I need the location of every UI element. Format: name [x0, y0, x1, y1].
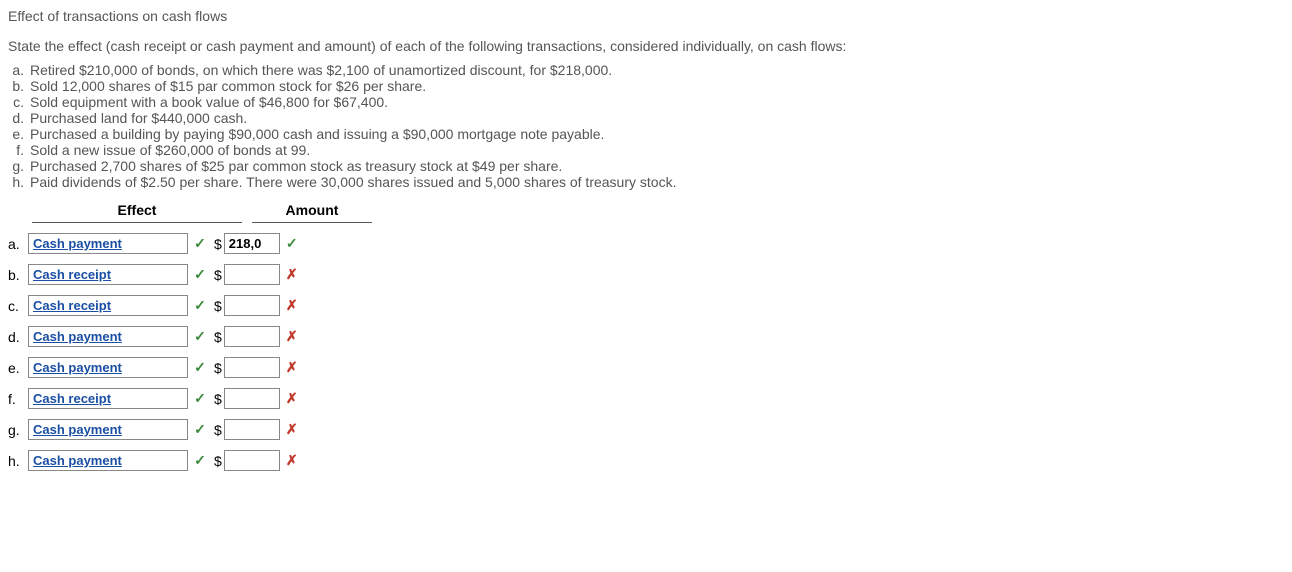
page-title: Effect of transactions on cash flows	[8, 8, 1284, 24]
dollar-sign: $	[214, 298, 222, 314]
effect-select[interactable]: Cash payment	[28, 450, 188, 471]
answer-row: c.Cash receipt✓ $ ✗	[8, 295, 1284, 316]
answer-row: b.Cash receipt✓ $ ✗	[8, 264, 1284, 285]
effect-select[interactable]: Cash payment	[28, 233, 188, 254]
answer-row: d.Cash payment✓ $ ✗	[8, 326, 1284, 347]
dollar-sign: $	[214, 391, 222, 407]
dollar-sign: $	[214, 267, 222, 283]
answer-letter: b.	[8, 267, 28, 283]
answer-letter: d.	[8, 329, 28, 345]
transaction-text: Paid dividends of $2.50 per share. There…	[30, 174, 1284, 190]
cross-icon: ✗	[284, 452, 300, 469]
amount-input[interactable]	[224, 326, 280, 347]
transaction-row: g.Purchased 2,700 shares of $25 par comm…	[8, 158, 1284, 174]
check-icon: ✓	[192, 297, 208, 314]
answer-row: f.Cash receipt✓ $ ✗	[8, 388, 1284, 409]
transaction-letter: e.	[8, 126, 30, 142]
header-effect: Effect	[32, 198, 242, 223]
amount-input[interactable]	[224, 264, 280, 285]
cross-icon: ✗	[284, 297, 300, 314]
effect-select[interactable]: Cash receipt	[28, 295, 188, 316]
check-icon: ✓	[192, 328, 208, 345]
amount-input[interactable]	[224, 295, 280, 316]
answer-letter: e.	[8, 360, 28, 376]
check-icon: ✓	[192, 266, 208, 283]
dollar-sign: $	[214, 360, 222, 376]
transaction-text: Sold 12,000 shares of $15 par common sto…	[30, 78, 1284, 94]
transaction-row: e.Purchased a building by paying $90,000…	[8, 126, 1284, 142]
check-icon: ✓	[192, 390, 208, 407]
answer-letter: f.	[8, 391, 28, 407]
answer-row: h.Cash payment✓ $ ✗	[8, 450, 1284, 471]
instructions-text: State the effect (cash receipt or cash p…	[8, 38, 1284, 54]
dollar-sign: $	[214, 453, 222, 469]
transaction-row: b.Sold 12,000 shares of $15 par common s…	[8, 78, 1284, 94]
amount-input[interactable]	[224, 388, 280, 409]
transaction-row: f.Sold a new issue of $260,000 of bonds …	[8, 142, 1284, 158]
cross-icon: ✗	[284, 390, 300, 407]
transaction-row: d.Purchased land for $440,000 cash.	[8, 110, 1284, 126]
check-icon: ✓	[192, 235, 208, 252]
transaction-text: Purchased 2,700 shares of $25 par common…	[30, 158, 1284, 174]
transaction-text: Sold equipment with a book value of $46,…	[30, 94, 1284, 110]
transaction-text: Purchased land for $440,000 cash.	[30, 110, 1284, 126]
transaction-letter: g.	[8, 158, 30, 174]
amount-input[interactable]	[224, 419, 280, 440]
cross-icon: ✗	[284, 421, 300, 438]
effect-select[interactable]: Cash receipt	[28, 264, 188, 285]
header-amount: Amount	[252, 198, 372, 223]
answer-letter: g.	[8, 422, 28, 438]
amount-input[interactable]	[224, 357, 280, 378]
transaction-text: Sold a new issue of $260,000 of bonds at…	[30, 142, 1284, 158]
amount-input[interactable]	[224, 450, 280, 471]
check-icon: ✓	[192, 452, 208, 469]
transaction-letter: h.	[8, 174, 30, 190]
cross-icon: ✗	[284, 266, 300, 283]
effect-select[interactable]: Cash receipt	[28, 388, 188, 409]
answer-row: e.Cash payment✓ $ ✗	[8, 357, 1284, 378]
transaction-letter: a.	[8, 62, 30, 78]
answer-letter: a.	[8, 236, 28, 252]
effect-select[interactable]: Cash payment	[28, 419, 188, 440]
answer-row: a.Cash payment✓$✓	[8, 233, 1284, 254]
answer-table: Effect Amount a.Cash payment✓$✓b.Cash re…	[8, 198, 1284, 471]
cross-icon: ✗	[284, 359, 300, 376]
answer-letter: h.	[8, 453, 28, 469]
transaction-text: Purchased a building by paying $90,000 c…	[30, 126, 1284, 142]
answer-row: g.Cash payment✓ $ ✗	[8, 419, 1284, 440]
dollar-sign: $	[214, 236, 222, 252]
check-icon: ✓	[192, 421, 208, 438]
transaction-list: a.Retired $210,000 of bonds, on which th…	[8, 62, 1284, 190]
amount-input[interactable]	[224, 233, 280, 254]
transaction-letter: c.	[8, 94, 30, 110]
check-icon: ✓	[284, 235, 300, 252]
transaction-letter: b.	[8, 78, 30, 94]
transaction-text: Retired $210,000 of bonds, on which ther…	[30, 62, 1284, 78]
transaction-row: c.Sold equipment with a book value of $4…	[8, 94, 1284, 110]
transaction-letter: d.	[8, 110, 30, 126]
check-icon: ✓	[192, 359, 208, 376]
transaction-letter: f.	[8, 142, 30, 158]
transaction-row: a.Retired $210,000 of bonds, on which th…	[8, 62, 1284, 78]
effect-select[interactable]: Cash payment	[28, 357, 188, 378]
effect-select[interactable]: Cash payment	[28, 326, 188, 347]
dollar-sign: $	[214, 422, 222, 438]
cross-icon: ✗	[284, 328, 300, 345]
transaction-row: h.Paid dividends of $2.50 per share. The…	[8, 174, 1284, 190]
answer-letter: c.	[8, 298, 28, 314]
dollar-sign: $	[214, 329, 222, 345]
